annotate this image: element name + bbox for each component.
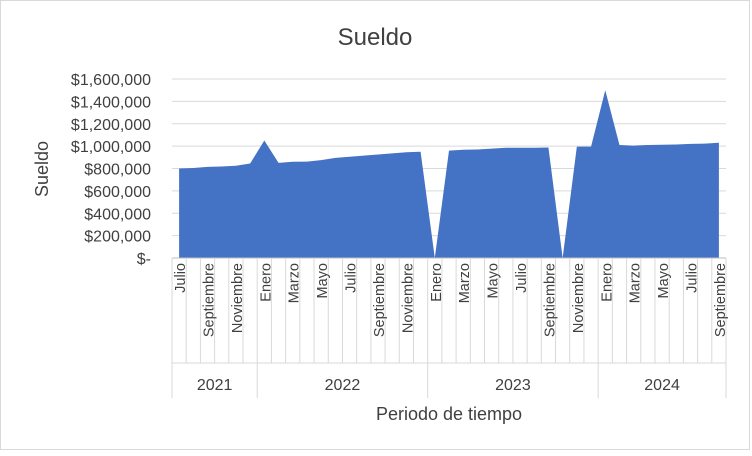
- x-tick-label: Julio: [344, 263, 360, 293]
- y-tick-label: $600,000: [84, 184, 151, 201]
- year-label: 2024: [644, 377, 680, 394]
- y-tick-label: $1,600,000: [71, 72, 151, 89]
- x-tick-label: Enero: [258, 263, 274, 302]
- x-tick-label: Julio: [684, 263, 700, 293]
- y-tick-label: $-: [137, 251, 151, 268]
- x-tick-label: Noviembre: [571, 263, 587, 333]
- x-tick-label: Septiembre: [202, 263, 218, 337]
- x-tick-label: Mayo: [656, 263, 672, 298]
- x-tick-labels: Julio Septiembre Noviembre Enero Marzo Mayo Ju…: [173, 263, 729, 337]
- y-axis-title: Sueldo: [32, 141, 52, 197]
- x-tick-label: Marzo: [457, 263, 473, 303]
- chart-title: Sueldo: [338, 24, 413, 51]
- year-label: 2023: [495, 377, 531, 394]
- y-tick-label: $200,000: [84, 229, 151, 246]
- x-tick-label: Mayo: [315, 263, 331, 298]
- x-tick-label: Mayo: [486, 263, 502, 298]
- x-tick-label: Noviembre: [400, 263, 416, 333]
- x-tick-label: Marzo: [628, 263, 644, 303]
- x-axis: [171, 257, 727, 398]
- salary-area: [179, 90, 719, 258]
- x-tick-label: Julio: [514, 263, 530, 293]
- x-tick-label: Julio: [173, 263, 189, 293]
- x-tick-label: Marzo: [287, 263, 303, 303]
- y-tick-label: $1,400,000: [71, 94, 151, 111]
- year-labels: 2021 2022 2023 2024: [197, 377, 680, 394]
- x-axis-title: Periodo de tiempo: [376, 404, 522, 424]
- y-tick-label: $400,000: [84, 206, 151, 223]
- x-tick-label: Septiembre: [372, 263, 388, 337]
- year-label: 2022: [325, 377, 361, 394]
- x-tick-label: Enero: [429, 263, 445, 302]
- y-tick-label: $1,000,000: [71, 139, 151, 156]
- y-tick-label: $1,200,000: [71, 117, 151, 134]
- x-tick-label: Septiembre: [542, 263, 558, 337]
- y-tick-labels: $- $200,000 $400,000 $600,000 $800,000 $1,000…: [71, 72, 151, 268]
- x-tick-label: Noviembre: [230, 263, 246, 333]
- x-tick-label: Septiembre: [713, 263, 729, 337]
- year-label: 2021: [197, 377, 233, 394]
- y-tick-label: $800,000: [84, 162, 151, 179]
- x-tick-label: Enero: [599, 263, 615, 302]
